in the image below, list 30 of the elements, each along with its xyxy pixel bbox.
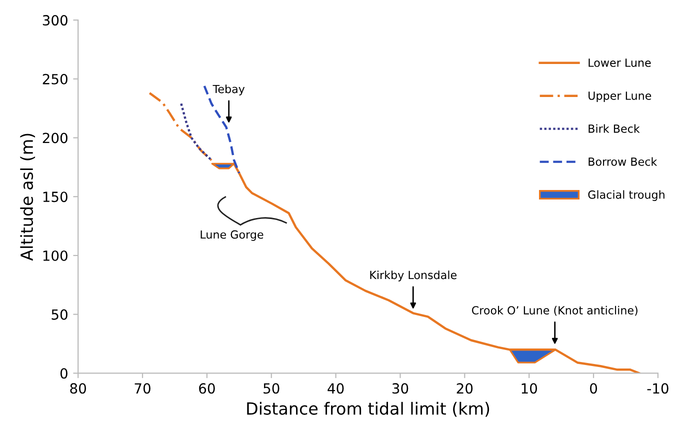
x-tick-label: -10 [647,383,668,394]
annotation: Kirkby Lonsdale [370,270,456,282]
legend-label: Lower Lune [588,58,651,67]
legend-label: Borrow Beck [588,157,658,166]
line-series [180,102,213,162]
y-tick-label: 200 [42,132,68,144]
legend-label: Upper Lune [588,92,652,102]
line-series [148,92,213,162]
y-tick-label: 100 [43,250,68,261]
y-tick-label: 150 [43,192,68,202]
legend-label: Birk Beck [588,124,640,133]
x-tick-label: 70 [134,383,150,394]
x-tick-label: 0 [590,383,598,394]
y-tick-label: 300 [42,15,68,26]
x-tick-label: 80 [70,383,86,394]
x-axis-title: Distance from tidal limit (km) [247,402,490,417]
y-axis-title: Altitude asl (m) [20,134,36,261]
annotation: Lune Gorge [200,230,264,241]
x-tick-label: 10 [522,383,538,394]
legend-label: Glacial trough [588,190,664,201]
x-tick-label: 50 [264,383,280,394]
x-tick-label: 60 [199,383,215,394]
x-tick-label: 30 [392,383,408,394]
annotation: Tebay [212,84,245,96]
y-tick-label: 50 [52,309,68,320]
x-tick-label: 20 [456,383,473,394]
annotation: Crook O’ Lune (Knot anticline) [472,306,638,316]
y-tick-label: 250 [42,74,68,84]
y-tick-label: 0 [60,368,68,379]
x-tick-label: 40 [328,383,344,394]
